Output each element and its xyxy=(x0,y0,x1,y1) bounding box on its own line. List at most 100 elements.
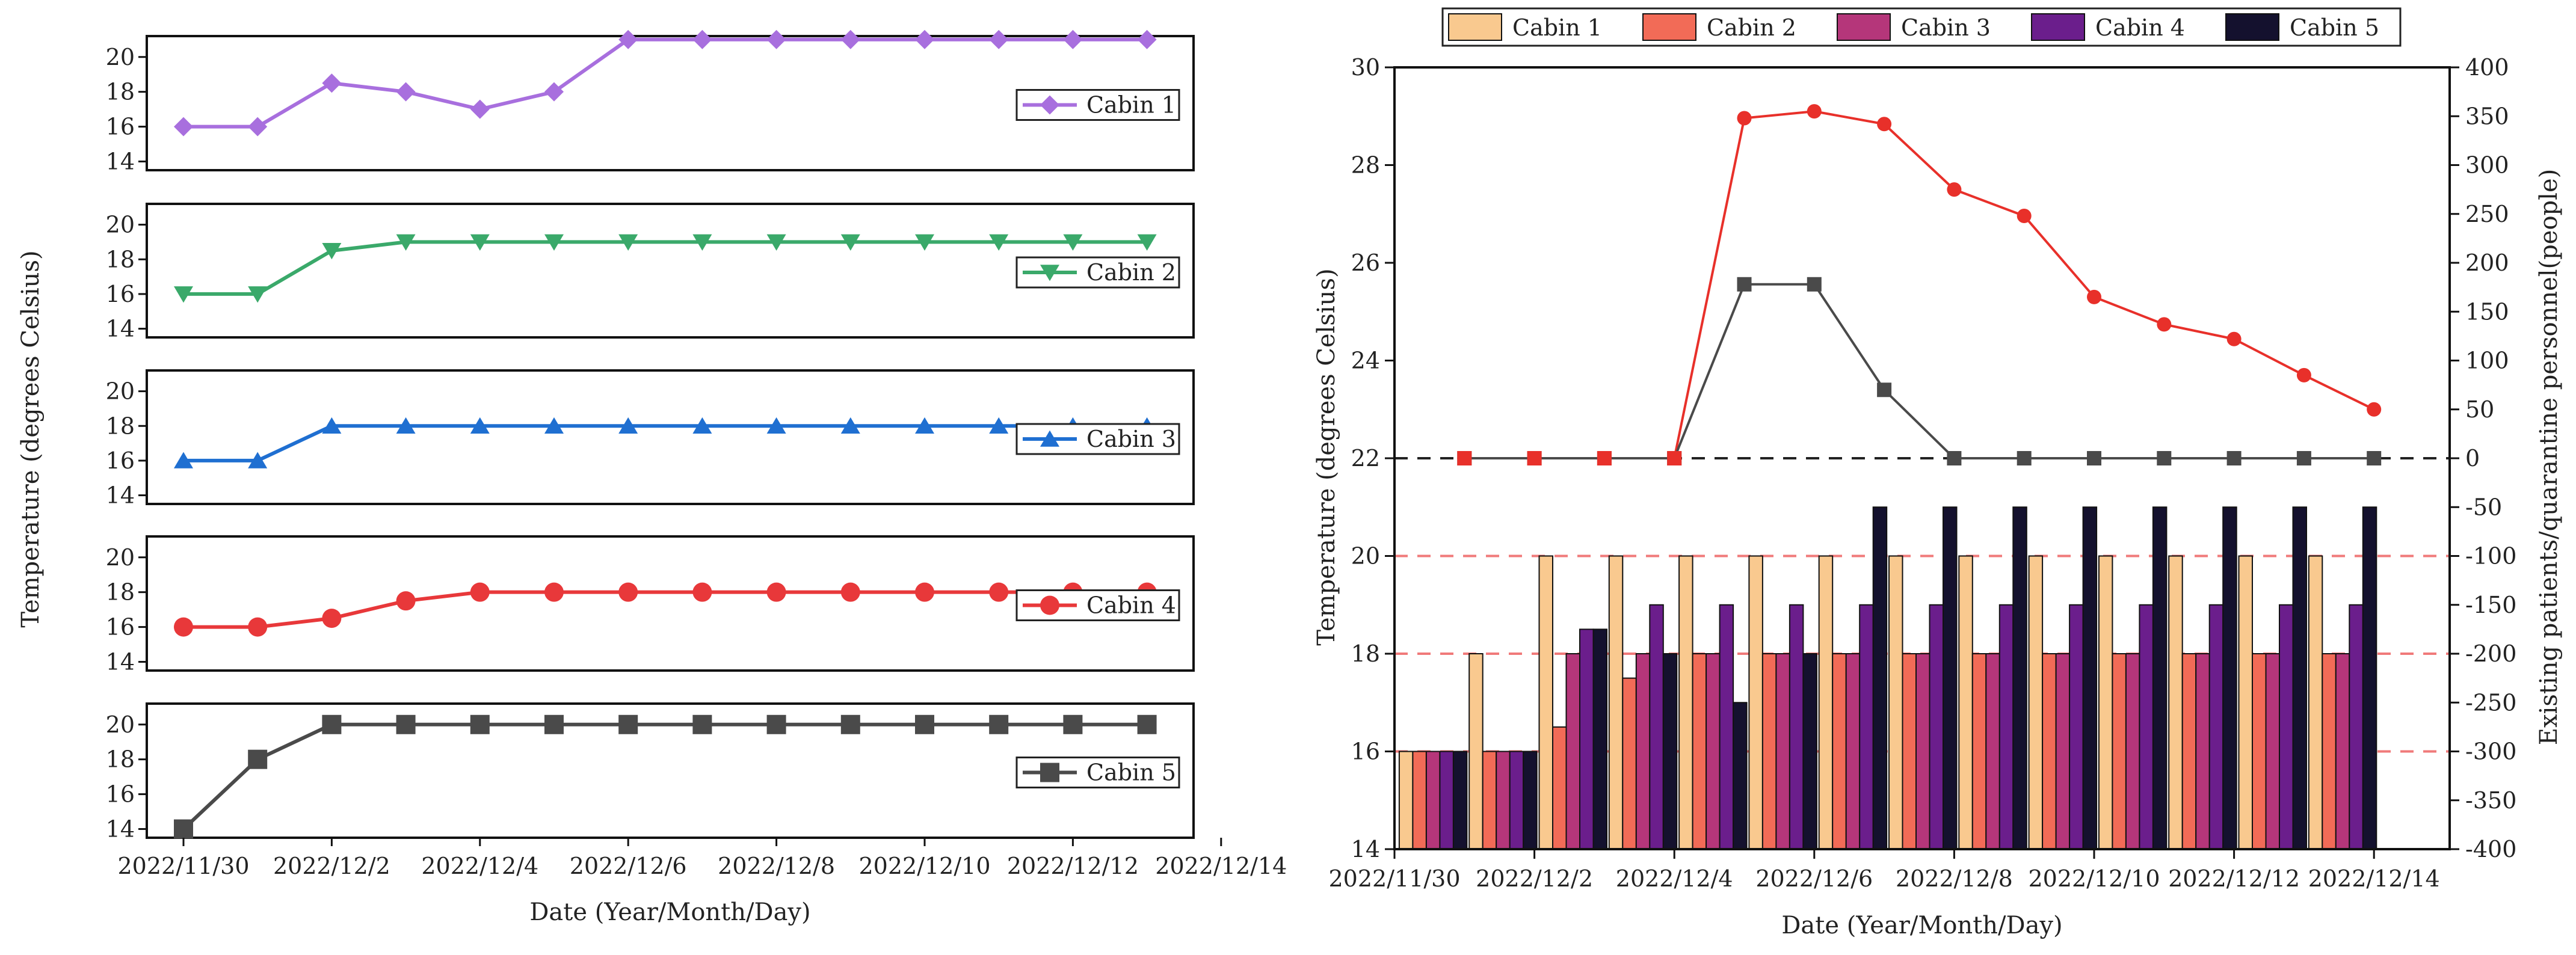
x-tick-label: 2022/12/8 xyxy=(1896,865,2013,892)
panel-1: 14 16 18 20 Cabin 1 xyxy=(106,29,1195,175)
panel-2: 14 16 18 20 Cabin 2 xyxy=(106,203,1195,342)
data-point xyxy=(989,714,1009,734)
panel-5: 14 16 18 20 Cabin 5 xyxy=(106,702,1195,843)
bar xyxy=(1552,726,1567,850)
y-tick-label: 14 xyxy=(106,649,135,675)
series-line-2 xyxy=(1464,283,2374,459)
series-line-1 xyxy=(183,37,1147,129)
data-point xyxy=(1063,29,1083,49)
legend: Cabin 1 Cabin 2 Cabin 3 Cabin 4 Cabin 5 xyxy=(1441,7,2402,47)
x-axis-label: Date (Year/Month/Day) xyxy=(1781,912,2062,939)
bar xyxy=(2349,604,2364,850)
data-point xyxy=(174,286,193,303)
bar xyxy=(1985,653,2000,850)
data-point xyxy=(766,417,786,434)
data-point xyxy=(1137,234,1157,251)
data-point xyxy=(174,117,193,137)
data-point xyxy=(2296,451,2311,465)
bar xyxy=(2055,653,2071,850)
data-point xyxy=(1737,111,1752,126)
y-tick-label-right: -100 xyxy=(2465,543,2516,570)
data-point xyxy=(1807,277,1822,292)
bar xyxy=(1802,653,1817,850)
y-tick-label-right: -250 xyxy=(2465,689,2516,716)
bar xyxy=(1579,628,1594,850)
x-tick-label: 2022/12/10 xyxy=(2028,865,2160,892)
legend-swatch xyxy=(1837,13,1891,41)
y-tick-label-right: 200 xyxy=(2465,250,2509,276)
bar xyxy=(1859,604,1874,850)
bar xyxy=(1496,751,1511,850)
x-tick-label: 2022/12/10 xyxy=(858,853,990,879)
data-point xyxy=(248,117,268,137)
bar xyxy=(1733,702,1748,850)
data-point xyxy=(915,234,934,251)
bar xyxy=(1818,555,1834,850)
bar xyxy=(2265,653,2280,850)
x-tick-label: 2022/12/2 xyxy=(273,853,390,879)
data-point xyxy=(396,234,416,251)
y-tick-label: 16 xyxy=(106,114,135,140)
legend-label: Cabin 3 xyxy=(1901,14,1991,41)
y-tick-label: 20 xyxy=(106,378,135,405)
bar xyxy=(2208,604,2224,850)
x-tick-label: 2022/12/6 xyxy=(570,853,687,879)
x-tick-label: 2022/12/12 xyxy=(1007,853,1139,879)
data-point xyxy=(1877,117,1892,132)
data-point xyxy=(2017,451,2032,465)
data-point xyxy=(915,29,934,49)
bar xyxy=(1439,751,1454,850)
bar xyxy=(1635,653,1651,850)
bar xyxy=(1998,604,2014,850)
panel-4: 14 16 18 20 Cabin 4 xyxy=(106,535,1195,675)
y-tick-label-right: -50 xyxy=(2465,494,2502,520)
bar xyxy=(2322,653,2337,850)
bar xyxy=(2125,653,2140,850)
data-point xyxy=(2157,317,2172,332)
bar xyxy=(2042,653,2057,850)
bar xyxy=(1678,555,1693,850)
y-tick-label: 30 xyxy=(1351,54,1380,81)
y-tick-label-right: 100 xyxy=(2465,348,2509,374)
data-point xyxy=(1947,451,1962,465)
x-axis-label: Date (Year/Month/Day) xyxy=(529,898,810,926)
series-line-5 xyxy=(182,722,1147,831)
data-point xyxy=(2087,451,2101,465)
data-point xyxy=(248,749,268,769)
bar xyxy=(1398,751,1414,850)
data-point xyxy=(322,243,342,260)
data-point xyxy=(915,417,934,434)
y-tick-label: 16 xyxy=(1351,739,1380,765)
legend-swatch xyxy=(2225,13,2279,41)
legend-label: Cabin 4 xyxy=(2095,14,2185,41)
data-point xyxy=(989,234,1009,251)
y-tick-label: 14 xyxy=(106,482,135,509)
data-point xyxy=(2367,451,2382,465)
bar xyxy=(2335,653,2350,850)
bar xyxy=(1902,653,1917,850)
data-point xyxy=(544,234,564,251)
y-tick-label: 18 xyxy=(106,413,135,439)
data-point xyxy=(174,617,193,637)
data-point xyxy=(544,417,564,434)
legend-marker xyxy=(1040,763,1059,782)
series-line-2 xyxy=(183,240,1147,296)
data-point xyxy=(692,417,712,434)
data-point xyxy=(692,582,712,602)
bar xyxy=(1719,604,1734,850)
y-tick-label: 20 xyxy=(106,711,135,738)
data-point xyxy=(618,417,638,434)
series-line-4 xyxy=(183,590,1147,629)
x-tick-label: 2022/12/4 xyxy=(421,853,538,879)
y-tick-label: 14 xyxy=(106,316,135,342)
bar xyxy=(1509,751,1524,850)
y-tick-label: 18 xyxy=(106,79,135,105)
data-point xyxy=(544,714,564,734)
data-point xyxy=(396,714,416,734)
data-point xyxy=(1137,29,1157,49)
legend-marker xyxy=(1040,95,1059,115)
bar xyxy=(2279,604,2294,850)
y-tick-label-right: -150 xyxy=(2465,592,2516,618)
bar xyxy=(1608,555,1624,850)
